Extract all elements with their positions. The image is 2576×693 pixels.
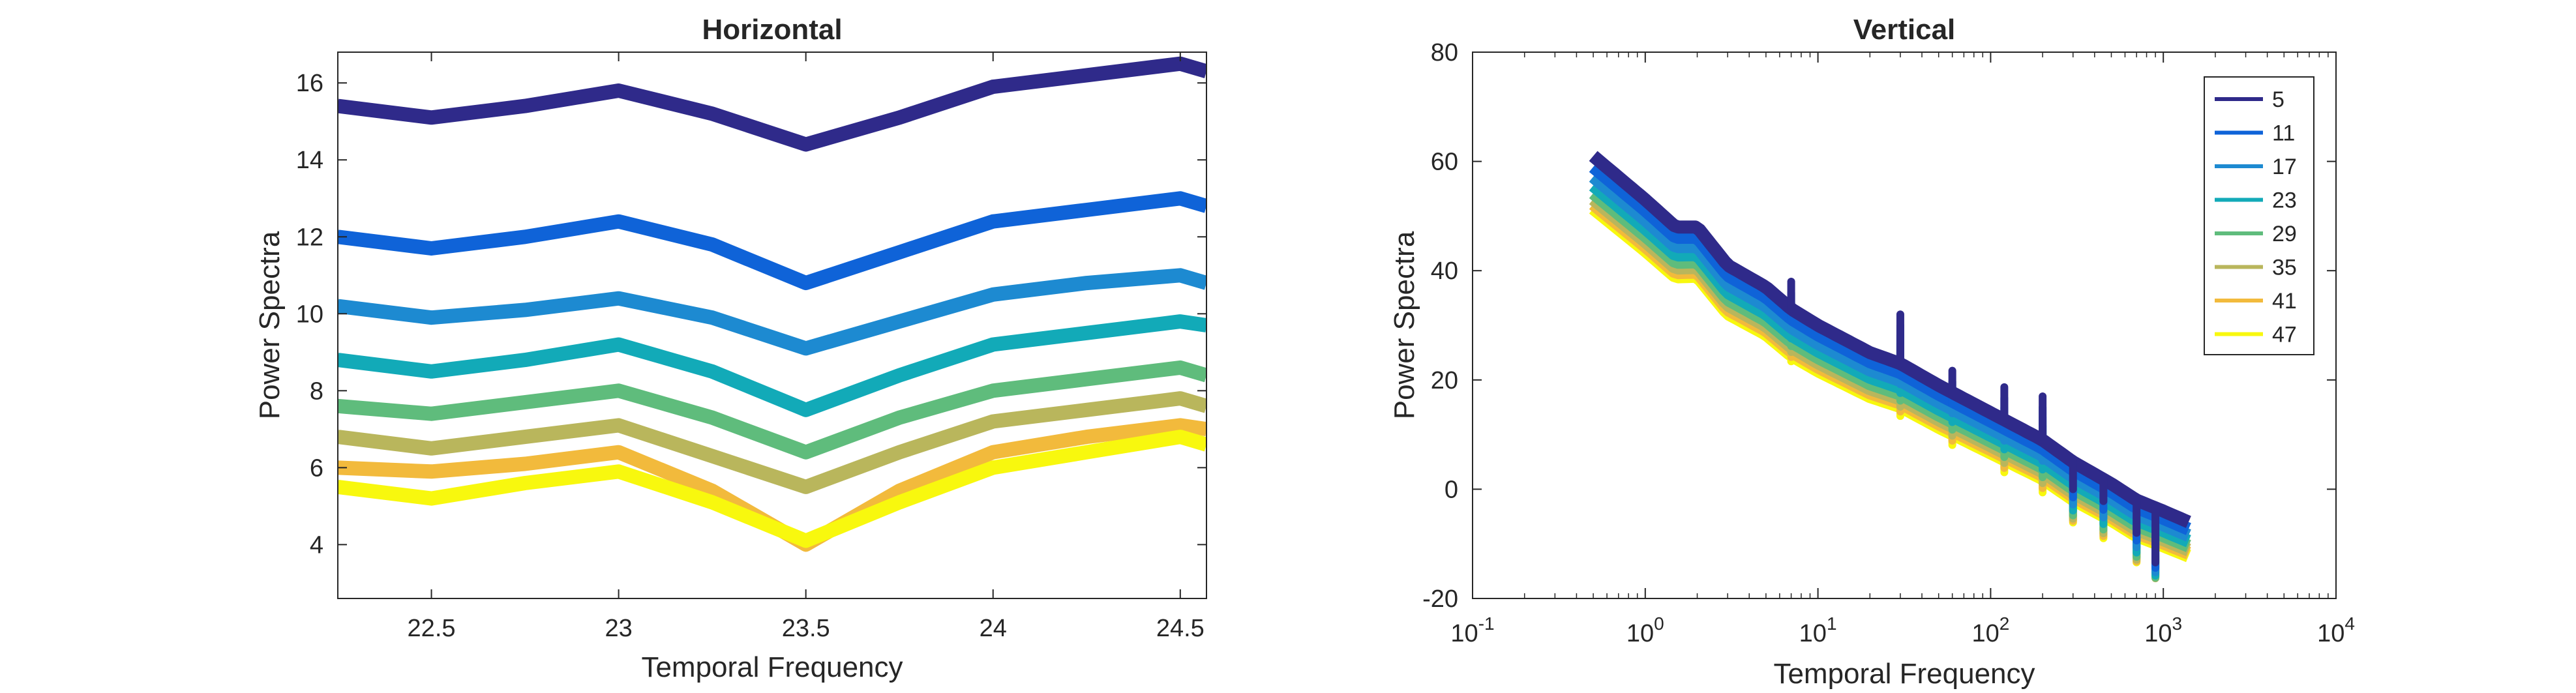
horizontal-series-line-3 bbox=[338, 268, 1206, 356]
legend-label-47: 47 bbox=[2272, 323, 2297, 347]
horizontal-series-line-6 bbox=[338, 391, 1206, 494]
horizontal-x-axis-label: Temporal Frequency bbox=[641, 651, 903, 683]
horizontal-y-tick-label: 4 bbox=[310, 531, 323, 559]
vertical-y-ticks: -20 0 20 40 60 80 bbox=[1422, 39, 2336, 613]
vertical-x-tick-label: 101 bbox=[1799, 613, 1837, 647]
chart-title-horizontal: Horizontal bbox=[702, 14, 842, 46]
legend-label-23: 23 bbox=[2272, 188, 2297, 213]
vertical-x-tick-label: 10-1 bbox=[1450, 613, 1494, 647]
horizontal-chart: Horizontal 22.5 23 23.5 24 24.5 46810121416 … bbox=[254, 14, 1207, 683]
vertical-x-tick-label: 104 bbox=[2317, 613, 2355, 647]
legend-label-29: 29 bbox=[2272, 222, 2297, 246]
legend-items: 5 11 17 23 29 35 41 47 bbox=[2215, 87, 2297, 347]
horizontal-series-line-2 bbox=[338, 191, 1206, 291]
horizontal-y-axis-label: Power Spectra bbox=[254, 231, 286, 419]
vertical-y-tick-label: 0 bbox=[1445, 476, 1458, 503]
vertical-x-axis-label: Temporal Frequency bbox=[1773, 658, 2035, 690]
horizontal-y-tick-label: 12 bbox=[296, 224, 323, 251]
legend-label-35: 35 bbox=[2272, 256, 2297, 280]
horizontal-y-tick-label: 10 bbox=[296, 301, 323, 328]
legend-label-41: 41 bbox=[2272, 289, 2297, 314]
horizontal-y-tick-label: 6 bbox=[310, 454, 323, 482]
horizontal-series-line-5 bbox=[338, 360, 1206, 460]
legend-label-17: 17 bbox=[2272, 155, 2297, 179]
horizontal-x-tick-label: 24 bbox=[980, 615, 1007, 642]
vertical-x-tick-label: 100 bbox=[1626, 613, 1664, 647]
vertical-x-tick-label: 102 bbox=[1971, 613, 2009, 647]
vertical-y-tick-label: 20 bbox=[1431, 367, 1458, 394]
horizontal-axes-box bbox=[337, 52, 1207, 599]
vertical-axes-box bbox=[1472, 52, 2337, 599]
vertical-chart: Vertical 10-1 100 101 102 103 104 -20 0 20 40 60 8… bbox=[1388, 14, 2355, 690]
vertical-x-ticks: 10-1 100 101 102 103 104 bbox=[1450, 52, 2355, 647]
vertical-y-axis-label: Power Spectra bbox=[1388, 231, 1420, 419]
vertical-y-tick-label: -20 bbox=[1422, 585, 1458, 613]
horizontal-y-tick-label: 8 bbox=[310, 377, 323, 405]
horizontal-x-tick-label: 24.5 bbox=[1156, 615, 1205, 642]
horizontal-x-ticks: 22.5 23 23.5 24 24.5 bbox=[408, 52, 1205, 642]
vertical-series-line-5 bbox=[1589, 151, 2191, 528]
legend-label-5: 5 bbox=[2272, 87, 2284, 112]
legend-box bbox=[2204, 76, 2314, 355]
vertical-series-line-11 bbox=[1589, 162, 2191, 535]
legend: 5 11 17 23 29 35 41 47 bbox=[2204, 76, 2314, 355]
vertical-y-tick-label: 40 bbox=[1431, 258, 1458, 285]
chart-title-vertical: Vertical bbox=[1853, 14, 1956, 46]
horizontal-x-tick-label: 23.5 bbox=[782, 615, 830, 642]
legend-label-11: 11 bbox=[2272, 121, 2295, 146]
horizontal-x-tick-label: 23 bbox=[605, 615, 632, 642]
vertical-y-tick-label: 80 bbox=[1431, 39, 1458, 66]
horizontal-x-tick-label: 22.5 bbox=[408, 615, 456, 642]
horizontal-series-line-4 bbox=[338, 314, 1206, 417]
horizontal-series-group bbox=[338, 56, 1206, 552]
vertical-x-tick-label: 103 bbox=[2144, 613, 2182, 647]
vertical-y-tick-label: 60 bbox=[1431, 149, 1458, 176]
horizontal-series-line-1 bbox=[338, 56, 1206, 152]
horizontal-y-ticks: 4 6 8 10 12 14 16 bbox=[296, 70, 1206, 559]
vertical-series-group bbox=[1589, 151, 2191, 583]
horizontal-series-line-8 bbox=[338, 430, 1206, 548]
horizontal-y-tick-label: 16 bbox=[296, 70, 323, 97]
horizontal-y-tick-label: 14 bbox=[296, 147, 323, 174]
